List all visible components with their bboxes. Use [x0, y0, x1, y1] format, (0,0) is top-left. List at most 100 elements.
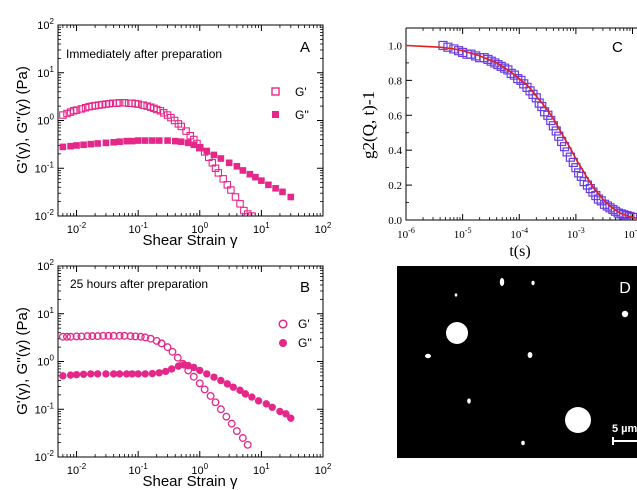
- data-point-c-s1: [576, 171, 586, 181]
- data-point-a-s1: [227, 186, 235, 194]
- data-point-a-s2: [177, 138, 185, 145]
- legend-label-g-double-prime-b: G'': [298, 336, 312, 350]
- y-axis-label-b: G'(γ), G''(γ) (Pa): [14, 307, 31, 415]
- data-point-b-s2: [141, 370, 149, 378]
- particle-large-1: [446, 322, 468, 344]
- x-axis-label-a: Shear Strain γ: [142, 232, 238, 249]
- y-tick-label-a: 100: [37, 113, 54, 128]
- panel-label-b: B: [300, 279, 310, 296]
- x-tick-label-c: 10-3: [567, 226, 585, 241]
- data-point-b-s1: [93, 332, 102, 341]
- data-point-a-s1: [219, 175, 227, 183]
- data-point-a-s2: [287, 193, 295, 201]
- data-point-b-s1: [72, 332, 81, 341]
- legend-a: G' G'': [271, 85, 309, 122]
- data-point-a-s2: [149, 137, 156, 144]
- y-tick-label-a: 10-2: [35, 208, 55, 223]
- x-tick-label-b: 10-2: [67, 462, 87, 477]
- particle-small: [425, 353, 431, 359]
- x-tick-label-c: 10-5: [454, 226, 472, 241]
- data-point-b-s1: [232, 427, 241, 435]
- y-tick-label-c: 0.6: [388, 110, 402, 122]
- data-point-b-s1: [227, 419, 236, 428]
- x-tick-label-c: 10-6: [397, 226, 415, 241]
- y-tick-label-c: 0.4: [388, 145, 402, 157]
- data-point-b-s1: [115, 331, 124, 340]
- x-tick-label-a: 10-2: [67, 221, 87, 236]
- legend-marker-g-prime-b: [278, 319, 288, 329]
- legend-marker-g-double-prime-a: [272, 111, 279, 118]
- data-point-b-s2: [122, 370, 131, 378]
- x-tick-label-b: 100: [191, 462, 208, 477]
- x-axis-label-c: t(s): [509, 243, 530, 260]
- chart-panel-c: 10-6 10-5 10-4 10-3 10-2 0.0 0.2 0.4 0.6 0.8 1.0 C…: [359, 27, 637, 260]
- scale-bar: [612, 437, 637, 445]
- data-point-b-s2: [134, 370, 142, 378]
- x-tick-label-c: 10-4: [510, 226, 528, 241]
- data-point-a-s2: [210, 151, 218, 159]
- data-point-a-s1: [72, 106, 81, 114]
- y-tick-label-b: 10-2: [35, 449, 55, 464]
- data-point-c-s1: [499, 63, 510, 73]
- data-point-a-s2: [110, 138, 117, 146]
- data-point-b-s2: [109, 370, 118, 378]
- legend-label-g-prime-a: G': [295, 85, 307, 99]
- y-axis-label-c: g2(Q, t)-1: [359, 91, 378, 159]
- data-point-b-s2: [210, 373, 218, 381]
- data-point-a-s2: [128, 137, 136, 145]
- data-point-a-s1: [177, 122, 185, 131]
- data-point-b-s2: [254, 397, 263, 405]
- annotation-a: Immediately after preparation: [66, 47, 222, 61]
- data-point-b-s2: [229, 383, 237, 391]
- data-point-a-s2: [116, 138, 123, 145]
- x-tick-label-a: 102: [315, 221, 332, 236]
- chart-panel-b: 10-2 10-1 100 101 102 10-2 10-1 100 101 102 25 ho…: [14, 258, 332, 490]
- data-point-a-s2: [123, 137, 130, 145]
- data-point-b-s2: [167, 365, 176, 373]
- data-point-a-s2: [252, 173, 259, 181]
- particle-small: [527, 352, 533, 358]
- data-point-b-s2: [196, 366, 204, 375]
- data-point-c-s1: [622, 211, 632, 220]
- data-point-b-s1: [88, 332, 97, 341]
- data-point-a-s1: [159, 109, 168, 117]
- x-tick-label-b: 101: [253, 462, 270, 477]
- panel-label-c: C: [612, 39, 623, 56]
- data-point-a-s2: [87, 140, 95, 148]
- data-point-b-s1: [136, 332, 145, 341]
- particle-small: [621, 310, 629, 318]
- data-point-b-s1: [58, 332, 67, 341]
- data-point-a-s1: [236, 200, 244, 208]
- data-point-b-s2: [236, 386, 244, 394]
- legend-label-g-prime-b: G': [298, 317, 310, 331]
- data-point-c-s1: [616, 209, 626, 219]
- particle-small: [467, 398, 471, 404]
- data-point-b-s1: [189, 372, 198, 381]
- data-point-b-s2: [155, 369, 163, 377]
- data-point-b-s1: [206, 391, 215, 400]
- data-point-a-s1: [182, 127, 190, 135]
- data-point-a-s2: [217, 155, 225, 162]
- data-point-b-s2: [72, 370, 81, 379]
- legend-marker-g-double-prime-b: [279, 339, 287, 347]
- panel-label-d: D: [619, 280, 631, 297]
- data-point-c-s1: [562, 147, 572, 157]
- data-point-a-s2: [73, 142, 80, 149]
- data-point-a-s1: [134, 100, 142, 108]
- data-point-a-s2: [203, 147, 211, 155]
- data-point-b-s2: [190, 363, 198, 372]
- data-point-b-s1: [141, 333, 150, 342]
- data-point-b-s1: [63, 332, 71, 341]
- data-point-a-s2: [155, 137, 163, 144]
- y-tick-label-b: 100: [37, 354, 54, 369]
- data-point-c-s1: [619, 210, 629, 220]
- data-point-a-s2: [246, 170, 254, 178]
- particle-small: [521, 440, 525, 446]
- data-point-b-s2: [217, 376, 225, 385]
- y-tick-label-c: 0.8: [388, 75, 402, 87]
- data-point-a-s2: [80, 141, 87, 149]
- data-point-b-s2: [87, 370, 95, 378]
- data-point-b-s1: [99, 331, 108, 340]
- particle-small: [531, 280, 535, 286]
